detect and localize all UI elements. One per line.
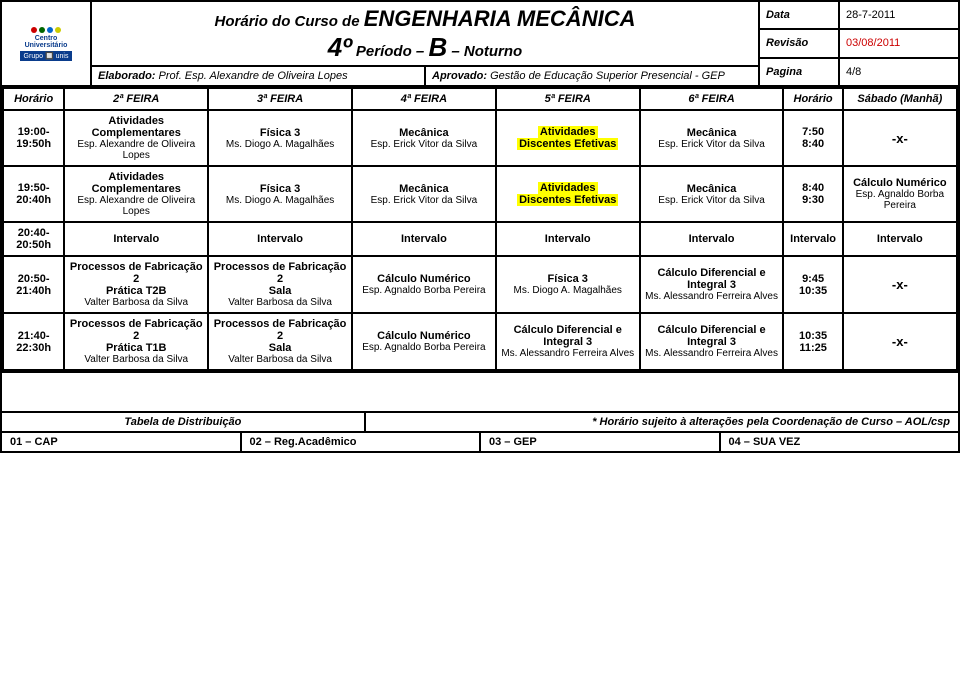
footer-f3: 03 – GEP <box>481 433 721 451</box>
r4-c4: Cálculo NuméricoEsp. Agnaldo Borba Perei… <box>352 256 496 313</box>
r2-c4: MecânicaEsp. Erick Vitor da Silva <box>352 166 496 222</box>
footer-f4: 04 – SUA VEZ <box>721 433 959 451</box>
elab-label: Elaborado: <box>98 70 159 82</box>
r1-sat: -x- <box>843 110 957 166</box>
r1-time: 19:00-19:50h <box>3 110 64 166</box>
r5-c6: Cálculo Diferencial e Integral 3Ms. Ales… <box>640 313 784 370</box>
period-suffix: – Noturno <box>447 43 522 60</box>
col-horario2: Horário <box>783 88 842 110</box>
hr-data: Data 28-7-2011 <box>760 2 958 30</box>
r5-c4: Cálculo NuméricoEsp. Agnaldo Borba Perei… <box>352 313 496 370</box>
r1-c6: MecânicaEsp. Erick Vitor da Silva <box>640 110 784 166</box>
footer-tabela: Tabela de Distribuição <box>2 413 366 431</box>
r4-time2: 9:4510:35 <box>783 256 842 313</box>
aprov-val: Gestão de Educação Superior Presencial -… <box>490 70 725 82</box>
logo-dots <box>31 27 61 33</box>
logo-text-1: Centro <box>35 35 58 42</box>
row-4: 20:50-21:40h Processos de Fabricação 2Pr… <box>3 256 957 313</box>
period-big1: 4º <box>328 32 352 62</box>
title-cell: Horário do Curso de ENGENHARIA MECÂNICA … <box>92 2 758 67</box>
r2-c6: MecânicaEsp. Erick Vitor da Silva <box>640 166 784 222</box>
elab-row: Elaborado: Prof. Esp. Alexandre de Olive… <box>92 67 758 85</box>
footer-top: Tabela de Distribuição * Horário sujeito… <box>2 411 958 431</box>
col-d2: 2ª FEIRA <box>64 88 208 110</box>
r1-time2: 7:508:40 <box>783 110 842 166</box>
r2-time2: 8:409:30 <box>783 166 842 222</box>
r1-c4: MecânicaEsp. Erick Vitor da Silva <box>352 110 496 166</box>
r4-c3: Processos de Fabricação 2SalaValter Barb… <box>208 256 352 313</box>
r2-sat: Cálculo NuméricoEsp. Agnaldo Borba Perei… <box>843 166 957 222</box>
data-label: Data <box>760 2 840 28</box>
col-d6: 6ª FEIRA <box>640 88 784 110</box>
r4-c6: Cálculo Diferencial e Integral 3Ms. Ales… <box>640 256 784 313</box>
logo: Centro Universitário Grupo 🔲 unis <box>2 2 92 85</box>
header-right: Data 28-7-2011 Revisão 03/08/2011 Pagina… <box>758 2 958 85</box>
r5-time2: 10:3511:25 <box>783 313 842 370</box>
header-row: Horário 2ª FEIRA 3ª FEIRA 4ª FEIRA 5ª FE… <box>3 88 957 110</box>
footer-f2: 02 – Reg.Acadêmico <box>242 433 482 451</box>
r3-c5: Intervalo <box>496 222 640 256</box>
r3-c6: Intervalo <box>640 222 784 256</box>
title-prefix: Horário do Curso de <box>215 13 364 30</box>
row-2: 19:50-20:40h Atividades ComplementaresEs… <box>3 166 957 222</box>
col-horario: Horário <box>3 88 64 110</box>
col-d4: 4ª FEIRA <box>352 88 496 110</box>
r4-sat: -x- <box>843 256 957 313</box>
data-val: 28-7-2011 <box>840 2 958 28</box>
rev-label: Revisão <box>760 30 840 56</box>
title-line2: 4º Período – B – Noturno <box>102 32 748 63</box>
title-course: ENGENHARIA MECÂNICA <box>364 6 636 31</box>
r2-c3: Física 3Ms. Diogo A. Magalhães <box>208 166 352 222</box>
footer-f1: 01 – CAP <box>2 433 242 451</box>
aprov-label: Aprovado: <box>432 70 490 82</box>
r1-c3: Física 3Ms. Diogo A. Magalhães <box>208 110 352 166</box>
r1-c5: AtividadesDiscentes Efetivas <box>496 110 640 166</box>
r4-time: 20:50-21:40h <box>3 256 64 313</box>
r5-sat: -x- <box>843 313 957 370</box>
col-sab: Sábado (Manhã) <box>843 88 957 110</box>
r5-time: 21:40-22:30h <box>3 313 64 370</box>
hr-revisao: Revisão 03/08/2011 <box>760 30 958 58</box>
r3-time: 20:40-20:50h <box>3 222 64 256</box>
pag-val: 4/8 <box>840 59 958 85</box>
header: Centro Universitário Grupo 🔲 unis Horári… <box>2 2 958 87</box>
rev-val: 03/08/2011 <box>840 30 958 56</box>
logo-text-2: Universitário <box>25 42 68 49</box>
r3-c3: Intervalo <box>208 222 352 256</box>
row-5: 21:40-22:30h Processos de Fabricação 2Pr… <box>3 313 957 370</box>
r3-c4: Intervalo <box>352 222 496 256</box>
elab-val: Prof. Esp. Alexandre de Oliveira Lopes <box>159 70 348 82</box>
row-intervalo: 20:40-20:50h Intervalo Intervalo Interva… <box>3 222 957 256</box>
r5-c3: Processos de Fabricação 2SalaValter Barb… <box>208 313 352 370</box>
elaborado-cell: Elaborado: Prof. Esp. Alexandre de Olive… <box>92 67 426 85</box>
schedule-table: Horário 2ª FEIRA 3ª FEIRA 4ª FEIRA 5ª FE… <box>2 87 958 371</box>
r3-c2: Intervalo <box>64 222 208 256</box>
title-line1: Horário do Curso de ENGENHARIA MECÂNICA <box>102 6 748 32</box>
page: Centro Universitário Grupo 🔲 unis Horári… <box>0 0 960 453</box>
col-d3: 3ª FEIRA <box>208 88 352 110</box>
col-d5: 5ª FEIRA <box>496 88 640 110</box>
header-main: Horário do Curso de ENGENHARIA MECÂNICA … <box>92 2 758 85</box>
row-1: 19:00-19:50h Atividades ComplementaresEs… <box>3 110 957 166</box>
r5-c5: Cálculo Diferencial e Integral 3Ms. Ales… <box>496 313 640 370</box>
r3-time2: Intervalo <box>783 222 842 256</box>
r1-c2: Atividades ComplementaresEsp. Alexandre … <box>64 110 208 166</box>
r4-c5: Física 3Ms. Diogo A. Magalhães <box>496 256 640 313</box>
footer-bottom: 01 – CAP 02 – Reg.Acadêmico 03 – GEP 04 … <box>2 431 958 451</box>
r3-sat: Intervalo <box>843 222 957 256</box>
period-mid: Período – <box>352 43 429 60</box>
pag-label: Pagina <box>760 59 840 85</box>
period-big2: B <box>428 32 447 62</box>
logo-bar: Grupo 🔲 unis <box>20 51 73 61</box>
hr-pagina: Pagina 4/8 <box>760 59 958 85</box>
footer-note: * Horário sujeito à alterações pela Coor… <box>366 413 958 431</box>
r5-c2: Processos de Fabricação 2Prática T1BValt… <box>64 313 208 370</box>
r4-c2: Processos de Fabricação 2Prática T2BValt… <box>64 256 208 313</box>
r2-c2: Atividades ComplementaresEsp. Alexandre … <box>64 166 208 222</box>
r2-c5: AtividadesDiscentes Efetivas <box>496 166 640 222</box>
aprovado-cell: Aprovado: Gestão de Educação Superior Pr… <box>426 67 758 85</box>
r2-time: 19:50-20:40h <box>3 166 64 222</box>
